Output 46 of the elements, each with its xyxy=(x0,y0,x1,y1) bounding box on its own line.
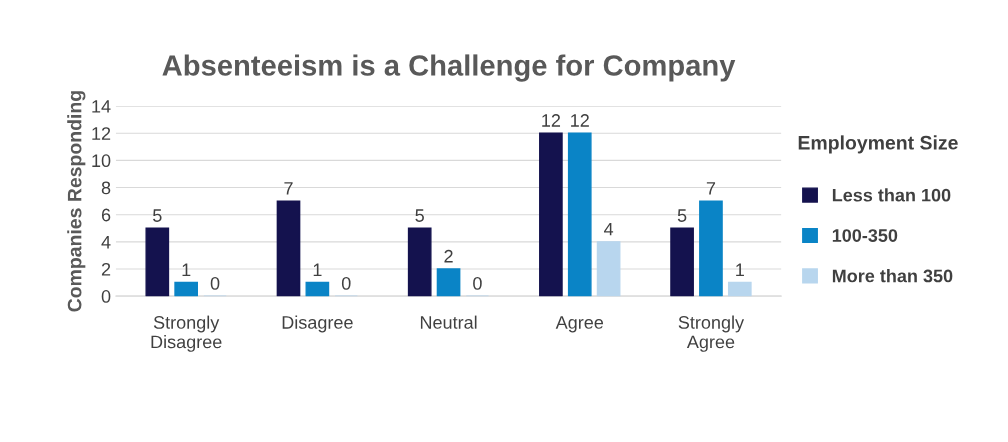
y-tick-label: 4 xyxy=(101,235,111,249)
y-tick-label: 6 xyxy=(101,208,111,222)
data-label: 0 xyxy=(473,277,482,290)
bar xyxy=(436,268,461,297)
x-tick-label: Agree xyxy=(555,316,604,333)
bar xyxy=(596,241,621,297)
data-label: 7 xyxy=(706,182,716,195)
bar xyxy=(539,132,563,297)
data-label: 5 xyxy=(677,209,687,222)
y-axis-title: Companies Responding xyxy=(67,91,86,312)
data-label: 5 xyxy=(153,209,162,222)
bar xyxy=(567,132,592,297)
legend-title: Employment Size xyxy=(798,135,958,154)
x-tick-label: Disagree xyxy=(282,315,353,333)
y-tick-label: 2 xyxy=(101,262,111,276)
data-label: 4 xyxy=(604,222,614,236)
bar xyxy=(670,227,694,297)
data-label: 1 xyxy=(313,263,322,277)
bar xyxy=(145,227,170,297)
x-tick-label: Neutral xyxy=(420,315,477,329)
y-tick-label: 0 xyxy=(101,290,111,303)
legend-label: 100-350 xyxy=(832,229,898,242)
data-label: 2 xyxy=(444,249,453,263)
legend-label: Less than 100 xyxy=(832,188,951,202)
x-tick-label: Strongly Agree xyxy=(678,315,745,352)
y-tick-label: 10 xyxy=(92,154,111,168)
data-label: 0 xyxy=(341,277,351,290)
chart-title: Absenteeism is a Challenge for Company xyxy=(162,54,736,82)
data-label: 12 xyxy=(542,114,561,127)
data-label: 5 xyxy=(415,209,424,222)
bar xyxy=(305,281,330,297)
y-tick-label: 12 xyxy=(92,127,111,140)
y-tick-label: 8 xyxy=(101,181,111,195)
data-label: 0 xyxy=(210,277,220,290)
bar xyxy=(407,227,432,297)
bar xyxy=(174,281,199,297)
legend-label: More than 350 xyxy=(832,269,953,283)
bar xyxy=(699,200,723,297)
y-tick-label: 14 xyxy=(92,100,111,113)
data-label: 1 xyxy=(736,263,744,277)
data-label: 7 xyxy=(284,182,293,195)
data-label: 12 xyxy=(571,114,589,127)
bar xyxy=(276,200,301,297)
x-tick-label: Strongly Disagree xyxy=(151,315,222,352)
bar xyxy=(727,281,752,297)
data-label: 1 xyxy=(182,263,191,277)
